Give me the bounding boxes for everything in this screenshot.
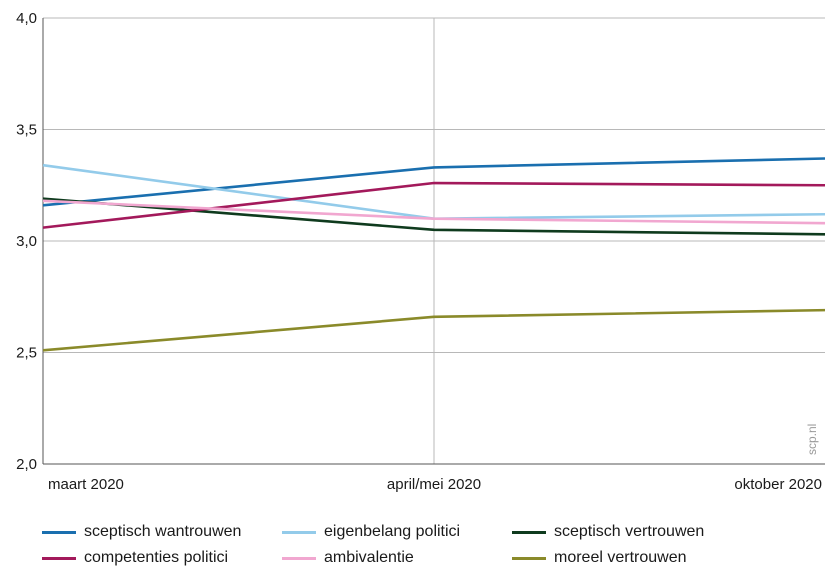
y-tick-label: 3,0 (16, 233, 37, 250)
series-line-6 (42, 308, 825, 352)
x-tick-label: april/mei 2020 (387, 476, 481, 493)
legend-swatch (282, 530, 316, 534)
legend-label: sceptisch wantrouwen (84, 523, 242, 540)
legend-swatch (282, 556, 316, 560)
legend-item: competenties politici (42, 548, 282, 568)
tick-labels: 2,0 2,5 3,0 3,5 4,0 maart 2020 april/mei 2020 o… (16, 10, 822, 493)
watermark: scp.nl (805, 424, 819, 455)
grid-lines (43, 17, 825, 464)
y-tick-label: 4,0 (16, 10, 37, 27)
legend-item: sceptisch vertrouwen (512, 522, 772, 542)
series-line-3 (42, 197, 825, 236)
series-line-4 (42, 181, 825, 229)
legend-label: sceptisch vertrouwen (554, 523, 705, 540)
legend-item: moreel vertrouwen (512, 548, 772, 568)
legend-item: sceptisch wantrouwen (42, 522, 282, 542)
legend-label: competenties politici (84, 549, 229, 566)
legend-swatch (512, 556, 546, 560)
y-tick-label: 3,5 (16, 122, 37, 139)
series-lines (42, 157, 825, 352)
legend-swatch (42, 530, 76, 534)
y-tick-label: 2,0 (16, 456, 37, 473)
legend-label: moreel vertrouwen (554, 549, 687, 566)
series-line-1 (42, 157, 825, 207)
x-tick-label: oktober 2020 (734, 476, 822, 493)
legend-item: ambivalentie (282, 548, 512, 568)
x-tick-label: maart 2020 (48, 476, 124, 493)
series-line-5 (42, 199, 825, 225)
legend-label: eigenbelang politici (324, 523, 461, 540)
axes (42, 18, 825, 465)
legend-label: ambivalentie (324, 549, 414, 566)
legend-swatch (512, 530, 546, 534)
legend-item: eigenbelang politici (282, 522, 512, 542)
legend-swatch (42, 556, 76, 560)
legend: sceptisch wantrouwen eigenbelang politici… (42, 522, 802, 568)
y-tick-label: 2,5 (16, 345, 37, 362)
